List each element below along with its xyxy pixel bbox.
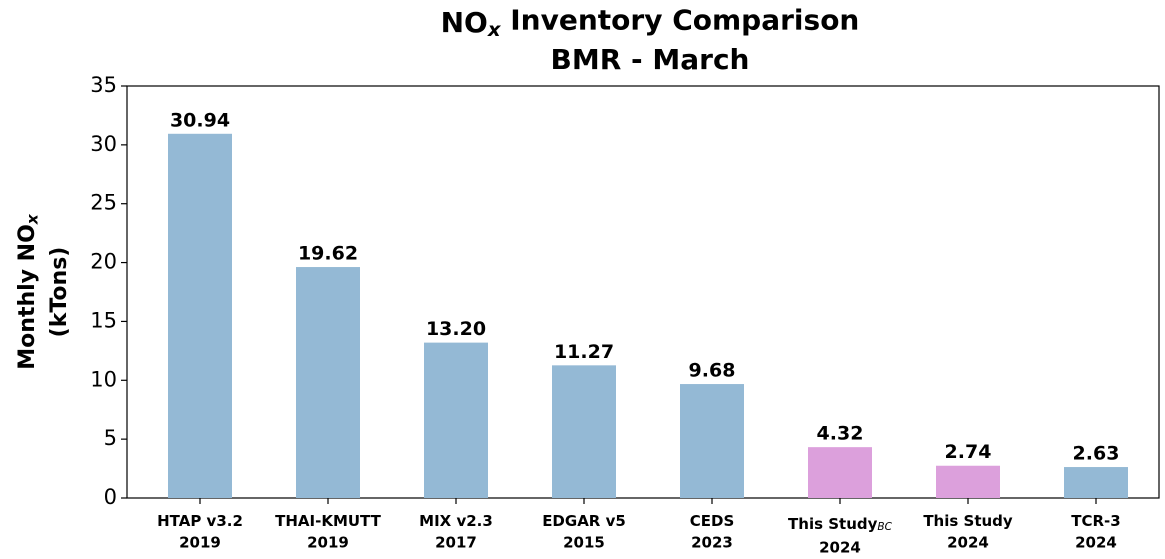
bar: [296, 267, 360, 498]
y-tick-label: 0: [104, 485, 117, 509]
category-name: EDGAR v5: [542, 512, 626, 530]
bar: [168, 133, 232, 499]
value-label: 4.32: [817, 423, 864, 445]
category-name: CEDS: [690, 512, 735, 530]
category-name: HTAP v3.2: [157, 512, 243, 530]
y-tick-label: 25: [90, 191, 117, 215]
y-tick-label: 15: [90, 308, 117, 332]
x-tick-year: 2023: [691, 534, 733, 552]
category-name: TCR-3: [1071, 512, 1120, 530]
y-tick-label: 5: [104, 426, 117, 450]
x-tick-label: This Study: [923, 512, 1013, 530]
bar: [1064, 467, 1128, 498]
category-name: This Study: [788, 515, 878, 533]
x-tick-year: 2017: [435, 534, 477, 552]
y-tick-label: 35: [90, 73, 117, 97]
text-part: Inventory Comparison: [501, 3, 860, 36]
x-tick-year: 2024: [819, 539, 861, 557]
x-tick-year: 2024: [947, 534, 989, 552]
bar: [808, 447, 872, 498]
bar: [936, 465, 1000, 498]
value-label: 13.20: [426, 318, 486, 340]
x-tick-label: HTAP v3.2: [157, 512, 243, 530]
x-tick-year: 2024: [1075, 534, 1117, 552]
x-tick-year: 2015: [563, 534, 605, 552]
category-name: MIX v2.3: [419, 512, 493, 530]
subscript: x: [23, 213, 41, 225]
subscript: x: [487, 17, 502, 40]
chart-subtitle: BMR - March: [551, 43, 750, 76]
bar: [680, 384, 744, 498]
category-name: This Study: [923, 512, 1013, 530]
x-tick-label: This StudyBC: [788, 515, 893, 534]
y-tick-label: 10: [90, 367, 117, 391]
bar: [424, 342, 488, 498]
category-subscript: BC: [877, 521, 892, 533]
text-part: NO: [441, 6, 488, 39]
y-axis-unit: (kTons): [47, 247, 72, 338]
text-part: Monthly NO: [15, 224, 40, 370]
x-tick-label: MIX v2.3: [419, 512, 493, 530]
y-axis-label: Monthly NOx: [15, 213, 41, 370]
x-tick-year: 2019: [179, 534, 221, 552]
x-tick-label: THAI-KMUTT: [275, 512, 382, 530]
y-tick-label: 20: [90, 250, 117, 274]
plot-frame: [126, 85, 1160, 499]
x-tick-label: EDGAR v5: [542, 512, 626, 530]
value-label: 11.27: [554, 341, 614, 363]
y-tick-label: 30: [90, 132, 117, 156]
bar: [552, 365, 616, 498]
chart-title: NOx Inventory Comparison: [441, 3, 860, 40]
value-label: 30.94: [170, 109, 230, 131]
value-label: 2.74: [945, 441, 992, 463]
x-tick-label: TCR-3: [1071, 512, 1120, 530]
category-name: THAI-KMUTT: [275, 512, 382, 530]
x-tick-label: CEDS: [690, 512, 735, 530]
x-tick-year: 2019: [307, 534, 349, 552]
value-label: 9.68: [689, 360, 736, 382]
value-label: 19.62: [298, 243, 358, 265]
value-label: 2.63: [1073, 443, 1120, 465]
